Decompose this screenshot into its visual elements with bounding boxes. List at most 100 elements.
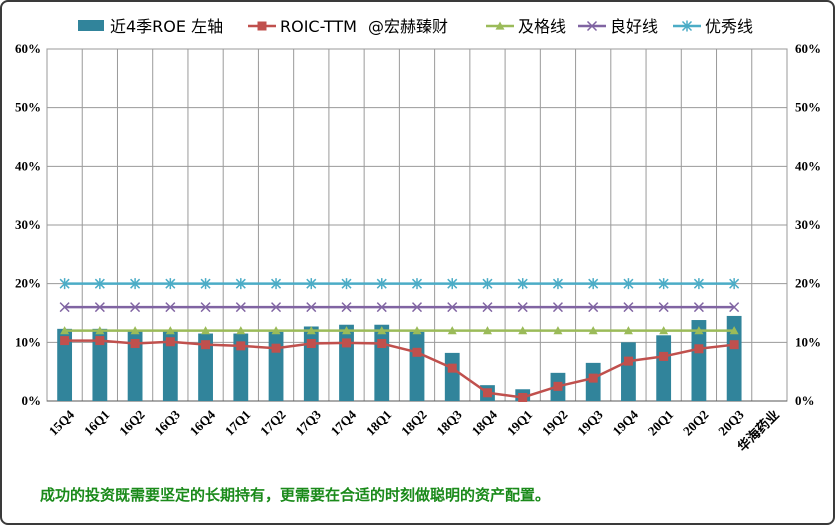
x-tick-label: 19Q1: [504, 407, 536, 439]
data-point: [623, 302, 634, 313]
bar: [656, 335, 672, 401]
legend-marker: [586, 20, 598, 32]
y-tick-right: 20%: [795, 276, 821, 291]
data-point: [376, 278, 387, 290]
data-point: [235, 278, 246, 290]
data-point: [553, 381, 563, 391]
y-tick-right: 50%: [795, 100, 821, 115]
bar: [409, 331, 425, 401]
data-point: [94, 278, 105, 290]
data-point: [60, 336, 70, 346]
data-point: [658, 302, 669, 313]
y-tick-left: 60%: [15, 41, 41, 56]
bar: [127, 330, 143, 401]
data-point: [517, 302, 528, 313]
data-point: [658, 278, 669, 290]
data-point: [729, 326, 739, 335]
legend-label: @宏赫臻财: [368, 17, 448, 36]
plot-area: 0% 0% 10% 10% 20% 20% 30% 30% 40% 40% 50% 50% 60% 60%…: [15, 41, 821, 455]
data-point: [271, 302, 282, 313]
data-point: [342, 338, 352, 348]
data-point: [588, 278, 599, 290]
data-point: [341, 302, 352, 313]
data-point: [588, 302, 599, 313]
bar: [233, 333, 249, 401]
data-point: [94, 302, 105, 313]
x-tick-label: 16Q2: [116, 407, 148, 439]
y-tick-left: 0%: [22, 393, 42, 408]
legend-label: 良好线: [610, 17, 658, 36]
legend-item: ROIC-TTM: [248, 17, 357, 36]
bar: [374, 324, 390, 401]
data-point: [271, 343, 281, 353]
line-series: [59, 278, 740, 290]
y-tick-left: 40%: [15, 158, 41, 173]
data-point: [412, 326, 422, 335]
x-tick-label: 16Q3: [151, 407, 183, 439]
legend-swatch: [78, 20, 104, 31]
legend-marker: [495, 21, 505, 30]
legend-marker: [257, 21, 267, 31]
legend: 近4季ROE 左轴 ROIC-TTM @宏赫臻财 及格线 良好线 优秀线: [78, 17, 753, 36]
data-point: [411, 302, 423, 313]
bar: [92, 328, 108, 401]
data-point: [588, 326, 598, 335]
data-point: [60, 326, 70, 335]
y-tick-right: 30%: [795, 217, 821, 232]
series-line: [64, 339, 735, 399]
data-point: [342, 326, 352, 335]
data-point: [729, 302, 740, 313]
legend-credit: @宏赫臻财: [368, 17, 448, 36]
bar: [621, 342, 636, 401]
x-tick-label: 20Q2: [680, 407, 712, 439]
data-point: [306, 278, 317, 290]
bar: [691, 320, 707, 401]
data-point: [588, 373, 598, 383]
data-point: [306, 302, 317, 313]
legend-item: 近4季ROE 左轴: [78, 17, 223, 36]
data-point: [482, 302, 493, 313]
data-point: [729, 278, 740, 290]
data-point: [376, 302, 387, 313]
data-point: [59, 302, 70, 313]
data-point: [659, 351, 669, 361]
data-point: [447, 302, 458, 313]
x-tick-label: 19Q3: [574, 407, 606, 439]
x-tick-label: 19Q2: [539, 407, 571, 439]
x-tick-label: 18Q4: [468, 407, 500, 439]
data-point: [447, 326, 457, 335]
data-point: [552, 302, 563, 313]
data-point: [236, 326, 246, 335]
data-point: [693, 278, 704, 290]
x-tick-label: 19Q4: [609, 407, 641, 439]
data-point: [552, 278, 563, 290]
bar: [162, 330, 178, 401]
data-point: [729, 340, 739, 350]
data-point: [377, 339, 387, 349]
legend-label: 优秀线: [705, 17, 753, 36]
data-point: [411, 278, 423, 290]
legend-item: 及格线: [486, 17, 566, 36]
data-point: [236, 341, 246, 351]
bar: [268, 331, 284, 401]
x-tick-label: 20Q1: [645, 407, 677, 439]
data-point: [201, 326, 211, 335]
bar: [198, 333, 213, 401]
data-point: [482, 388, 492, 398]
data-point: [59, 278, 70, 290]
x-tick-label: 18Q2: [398, 407, 430, 439]
data-point: [694, 344, 704, 354]
data-point: [517, 278, 528, 290]
bar: [444, 352, 460, 401]
data-point: [200, 302, 211, 313]
x-tick-label: 17Q1: [222, 407, 254, 439]
data-point: [518, 326, 528, 335]
y-tick-right: 0%: [795, 393, 815, 408]
x-tick-label: 20Q3: [715, 407, 747, 439]
data-point: [130, 326, 140, 335]
data-point: [447, 363, 457, 373]
data-point: [623, 278, 634, 290]
data-point: [130, 339, 140, 349]
data-point: [412, 347, 422, 357]
